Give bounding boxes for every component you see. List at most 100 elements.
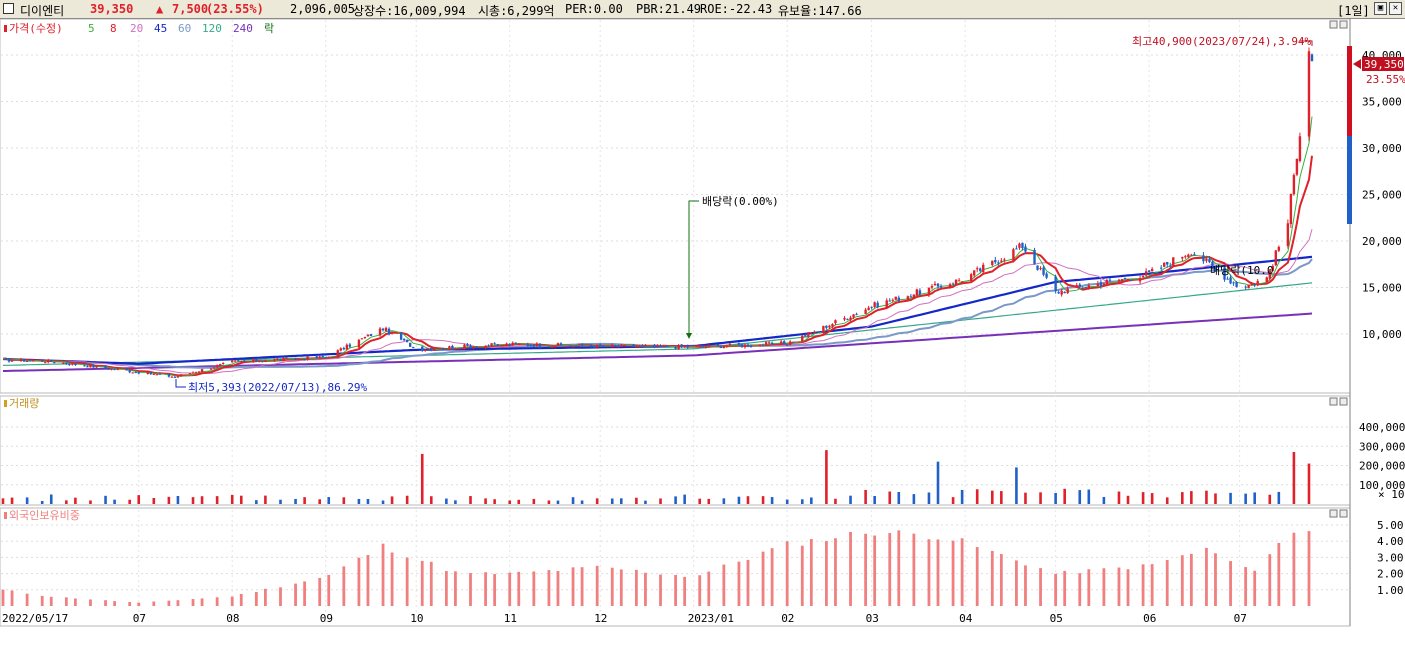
- foreign-bar: [73, 598, 77, 606]
- candle-body: [571, 346, 575, 348]
- volume-bar: [1141, 492, 1145, 504]
- foreign-bar: [1024, 565, 1027, 606]
- candle-body: [954, 279, 958, 286]
- close-icon[interactable]: ✕: [1389, 2, 1402, 15]
- foreign-bar: [990, 550, 994, 606]
- volume-bar: [610, 498, 614, 504]
- high-annotation: 최고40,900(2023/07/24),3.94%: [1132, 35, 1313, 48]
- ma240-line: [3, 312, 1313, 372]
- candle-body: [695, 346, 698, 348]
- candle-body: [758, 344, 762, 346]
- candle-body: [813, 332, 816, 334]
- candle-body: [342, 348, 346, 350]
- volume-bar: [936, 461, 940, 504]
- candle-body: [273, 359, 276, 361]
- candle-body: [933, 283, 937, 286]
- foreign-panel-close-icon[interactable]: [1339, 509, 1348, 518]
- foreign-bar: [1063, 570, 1067, 606]
- candle-body: [743, 344, 747, 348]
- candle-body: [831, 324, 834, 327]
- candle-body: [659, 345, 662, 347]
- candle-body: [789, 341, 792, 345]
- candle-body: [1117, 279, 1121, 282]
- foreign-bar: [1205, 547, 1208, 606]
- period-selector[interactable]: [1일]: [1337, 4, 1370, 18]
- candle-body: [1102, 283, 1106, 287]
- candle-body: [167, 374, 171, 377]
- price-panel-close-icon[interactable]: [1339, 20, 1348, 29]
- candle-body: [1033, 249, 1036, 265]
- candle-body: [976, 268, 979, 270]
- volume-panel-close-icon[interactable]: [1339, 397, 1348, 406]
- candle-body: [1078, 284, 1081, 287]
- candle-body: [255, 358, 258, 362]
- candle-body: [318, 356, 321, 359]
- foreign-bar: [999, 554, 1003, 606]
- volume-bar: [113, 499, 116, 504]
- candle-body: [1229, 277, 1232, 284]
- candle-body: [405, 339, 409, 343]
- volume-bar: [785, 499, 789, 504]
- legend-volume: 거래량: [9, 397, 39, 410]
- candle-body: [360, 338, 364, 340]
- candle-body: [258, 361, 261, 363]
- select-checkbox[interactable]: [3, 3, 14, 14]
- price-panel-minimize-icon[interactable]: [1329, 20, 1338, 29]
- candle-body: [1147, 270, 1151, 272]
- candle-body: [243, 360, 246, 362]
- candle-body: [620, 344, 623, 346]
- foreign-bar: [429, 561, 433, 606]
- last-price-pointer-icon: [1353, 59, 1361, 69]
- restore-icon[interactable]: ▣: [1374, 2, 1387, 15]
- candle-body: [592, 345, 596, 348]
- candle-body: [822, 325, 825, 333]
- candle-body: [972, 270, 976, 276]
- candle-body: [261, 361, 264, 363]
- price-range-bar-down: [1347, 136, 1352, 224]
- per-value: PER:0.00: [565, 2, 623, 16]
- candle-body: [683, 346, 686, 348]
- foreign-bar: [897, 530, 901, 606]
- foreign-bar: [834, 538, 837, 606]
- foreign-bar: [761, 551, 765, 606]
- candle-body: [704, 346, 707, 348]
- candle-body: [526, 344, 530, 346]
- ex-dividend-label-2: 배당락(10.0: [1210, 264, 1273, 277]
- candle-body: [737, 343, 741, 345]
- x-tick-label: 12: [594, 612, 607, 625]
- foreign-bar: [1054, 573, 1058, 606]
- candle-body: [1141, 276, 1145, 278]
- volume-bar: [1078, 490, 1082, 504]
- x-tick-label: 11: [504, 612, 517, 625]
- foreign-bar: [469, 573, 472, 606]
- candle-body: [1193, 254, 1196, 256]
- volume-unit-note: × 10: [1378, 488, 1405, 501]
- volume-bar: [137, 495, 141, 504]
- volume-bar: [1190, 491, 1193, 504]
- volume-bar: [40, 500, 44, 504]
- volume-bar: [888, 491, 892, 504]
- foreign-bar: [405, 557, 409, 606]
- volume-bar: [445, 498, 448, 504]
- volume-bar: [770, 497, 774, 504]
- volume-bar: [342, 497, 346, 504]
- volume-bar: [912, 494, 916, 504]
- volume-panel-minimize-icon[interactable]: [1329, 397, 1338, 406]
- candle-body: [411, 347, 415, 349]
- foreign-panel-minimize-icon[interactable]: [1329, 509, 1338, 518]
- volume-bar: [200, 496, 204, 504]
- candle-body: [767, 342, 771, 344]
- foreign-bar: [104, 600, 107, 606]
- candle-body: [1066, 288, 1069, 294]
- volume-bar: [10, 497, 14, 504]
- candle-body: [1235, 282, 1238, 287]
- volume-bar: [25, 497, 29, 504]
- foreign-bar: [366, 554, 370, 606]
- foreign-bar: [167, 600, 171, 606]
- candle-body: [556, 343, 560, 346]
- volume-bar: [239, 495, 243, 504]
- candle-body: [951, 283, 955, 285]
- candle-body: [62, 362, 65, 364]
- foreign-bar: [849, 531, 852, 606]
- candle-body: [894, 296, 897, 300]
